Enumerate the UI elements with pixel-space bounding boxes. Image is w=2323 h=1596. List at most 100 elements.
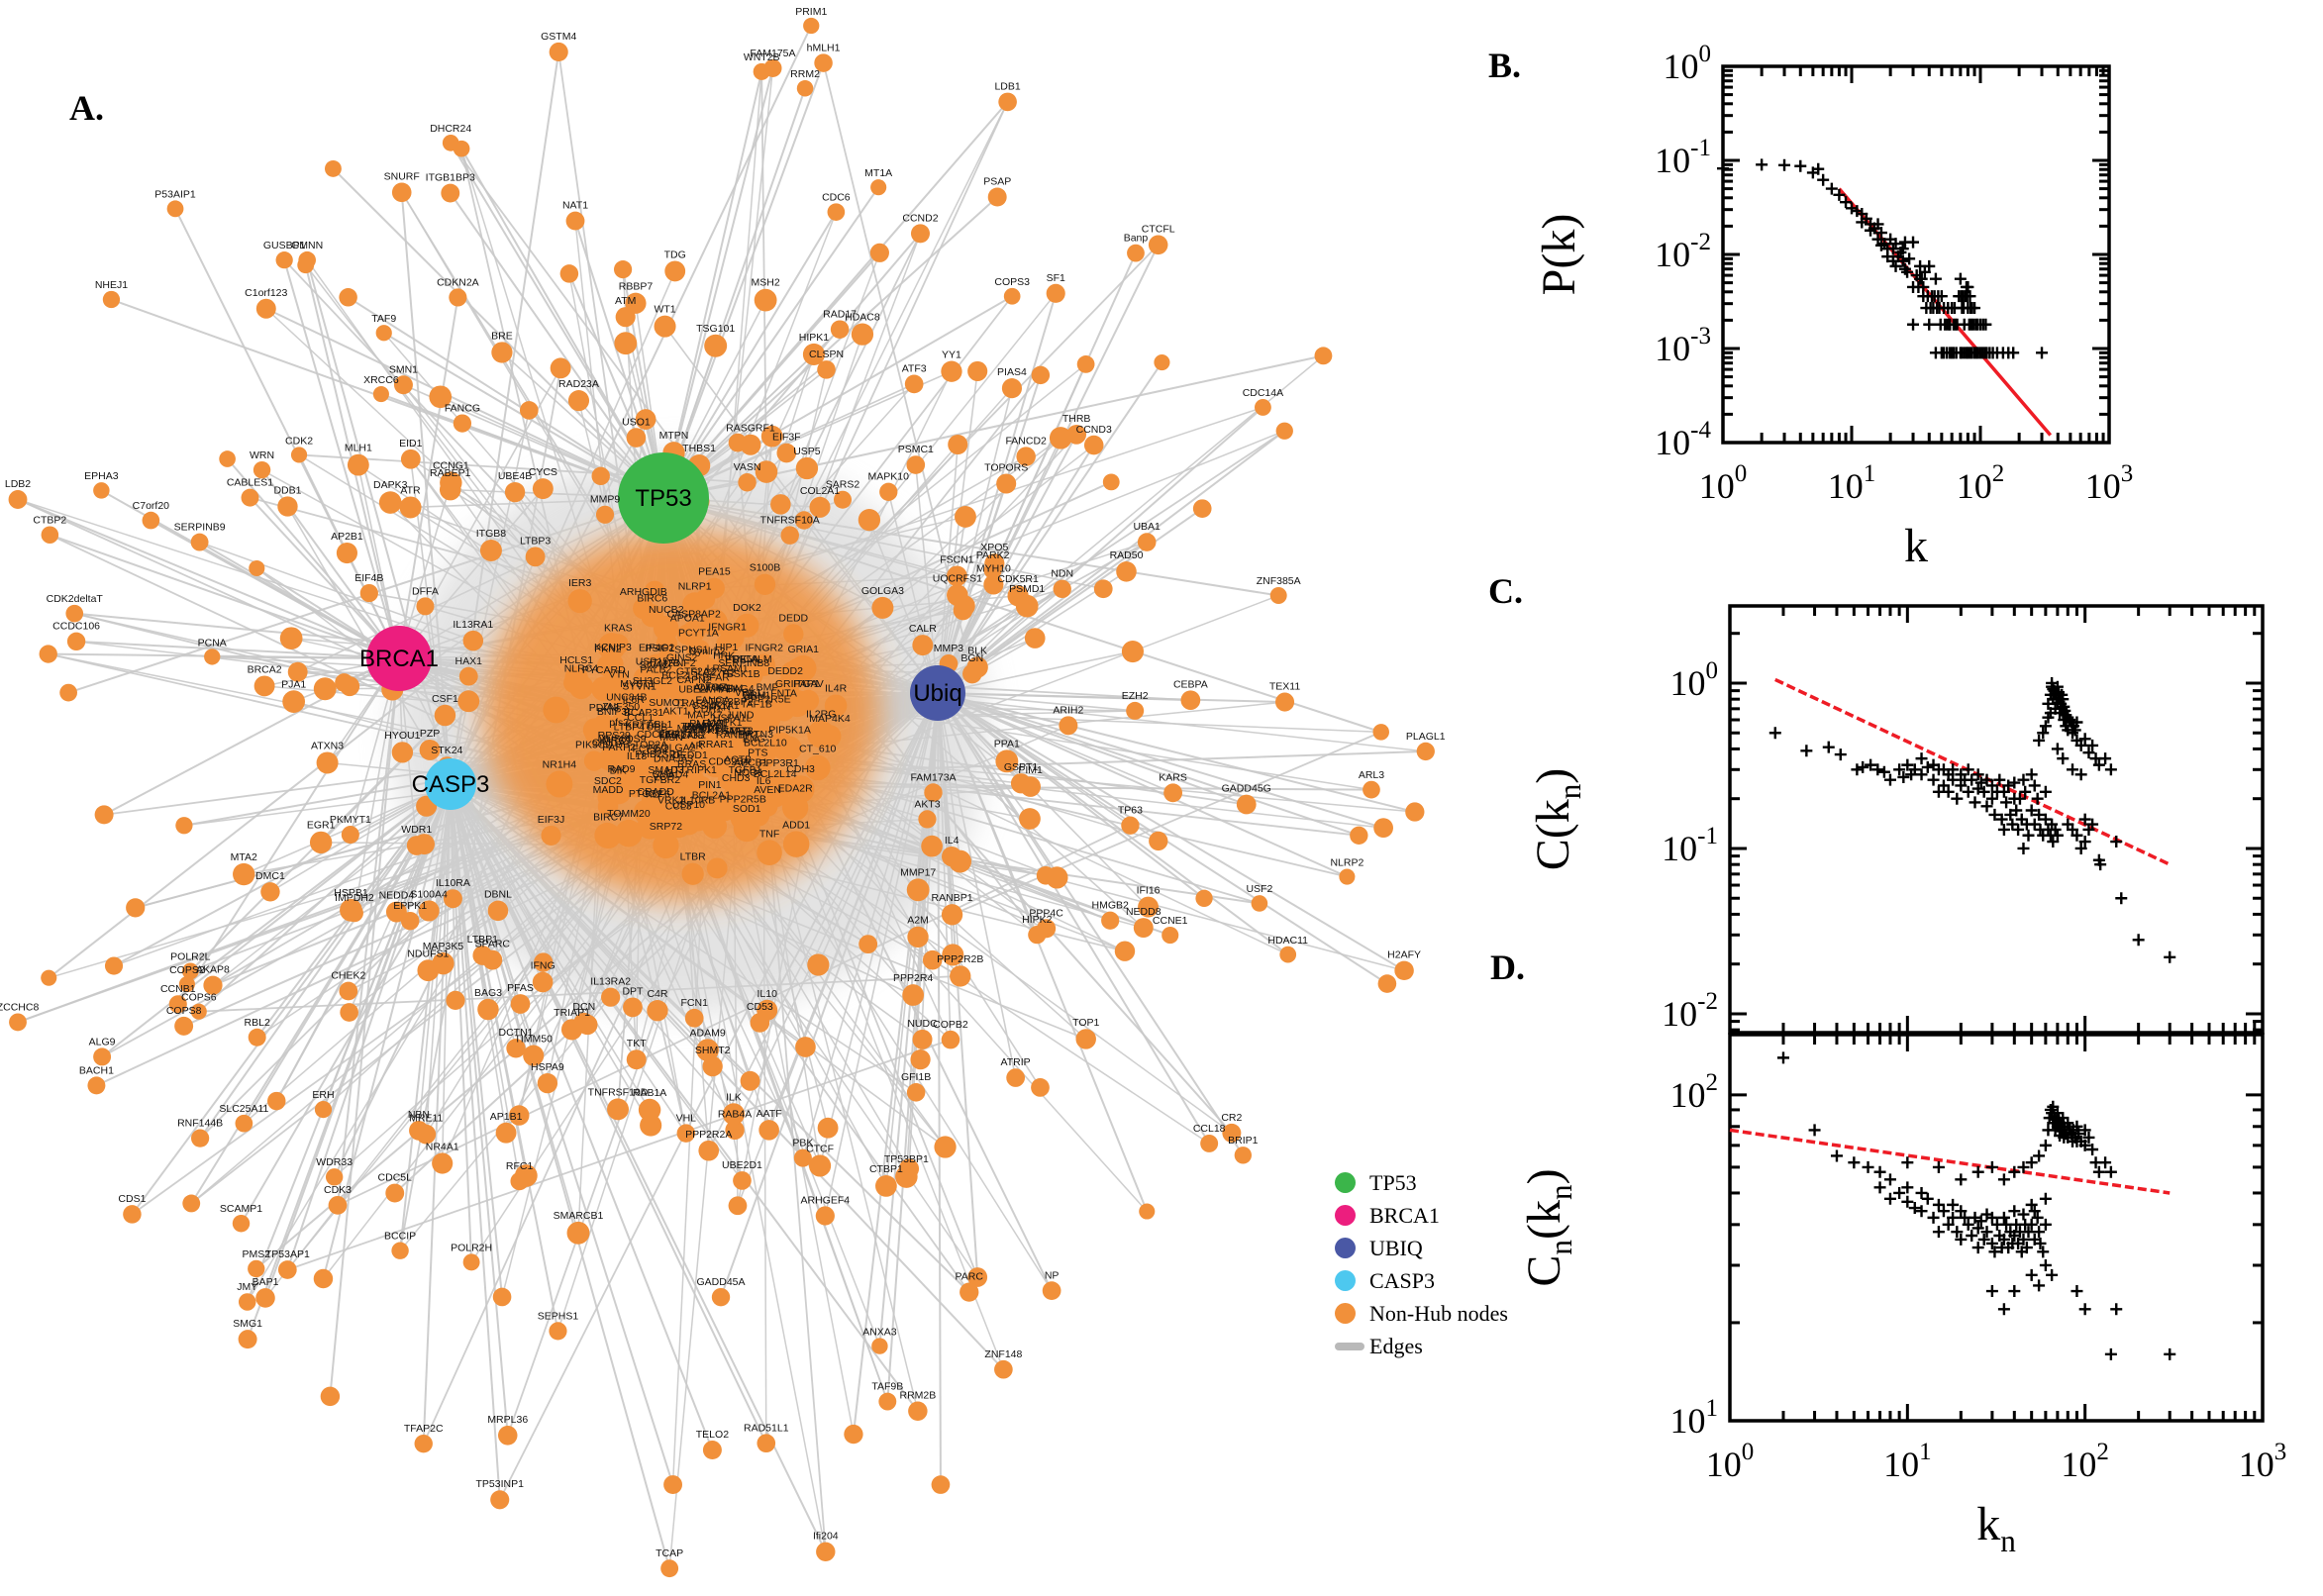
data-point [1966, 1229, 1978, 1242]
network-node [623, 997, 643, 1018]
network-node-label: ESR1 [684, 724, 712, 736]
network-node-label: HCLS1 [559, 654, 593, 666]
network-node-label: CHEK2 [331, 970, 365, 982]
network-node [653, 615, 679, 642]
network-node-label: HSPB1 [334, 887, 368, 899]
network-node [341, 826, 359, 845]
network-node [998, 92, 1017, 112]
network-node [1116, 561, 1137, 582]
network-node-label: CABLES1 [227, 477, 273, 489]
network-node [508, 1105, 530, 1126]
network-node [1405, 802, 1425, 822]
network-node [400, 449, 421, 469]
data-point [2036, 347, 2049, 359]
network-node [609, 775, 634, 800]
network-node [695, 656, 720, 682]
network-node [566, 1221, 590, 1245]
network-node [983, 574, 1004, 595]
network-node [41, 526, 59, 544]
network-node [1163, 783, 1183, 803]
network-node-label: SEPHS1 [538, 1310, 579, 1322]
network-edge [937, 406, 1264, 694]
network-node-label: AKAP8 [196, 964, 230, 976]
tick-label: 10-2 [1662, 988, 1718, 1034]
network-node [563, 672, 584, 693]
network-node-label: TOP2A [634, 740, 667, 751]
hub-label-brca1: BRCA1 [359, 646, 439, 672]
network-node [1053, 579, 1071, 599]
network-node [506, 1039, 526, 1058]
legend-item-casp3: CASP3 [1335, 1264, 1632, 1297]
network-node-label: WDR1 [401, 824, 432, 836]
network-node [622, 705, 646, 730]
legend-label: Non-Hub nodes [1369, 1300, 1508, 1326]
network-node-label: RNF144B [177, 1118, 223, 1130]
network-node-label: RANBP1 [932, 892, 973, 904]
data-point [1883, 1192, 1896, 1205]
network-node [934, 1136, 957, 1158]
network-node-label: CTBP2 [33, 514, 66, 526]
network-node [664, 260, 686, 282]
data-point [1927, 773, 1940, 786]
network-node [260, 882, 280, 902]
network-node-label: CDH3 [786, 763, 815, 775]
network-node-label: DOK2 [733, 602, 761, 614]
network-node [65, 604, 84, 623]
network-node [907, 926, 929, 948]
network-node-label: TOPORS [984, 461, 1028, 473]
network-node [755, 460, 778, 483]
network-node [1036, 865, 1056, 885]
network-node [1339, 868, 1356, 885]
data-point [1893, 1186, 1906, 1199]
network-node [871, 596, 894, 619]
network-node-label: ATRIP [1001, 1056, 1031, 1068]
network-node [1394, 960, 1414, 981]
data-point [2069, 724, 2081, 737]
data-point [2086, 739, 2099, 751]
network-node [567, 588, 592, 614]
network-node-label: DAPK3 [373, 479, 408, 491]
network-node [601, 987, 621, 1007]
data-point [1964, 290, 1976, 303]
network-node-label: EIF3F [772, 432, 801, 444]
network-node [1180, 690, 1201, 711]
network-node-label: PJA1 [281, 678, 306, 690]
network-node-label: PPP2R4 [893, 972, 933, 984]
data-point [1980, 800, 1993, 813]
network-node-label: COPS3 [994, 276, 1030, 288]
network-node [795, 1037, 816, 1057]
network-node [1138, 896, 1160, 918]
network-node-label: TAF1B [741, 698, 772, 710]
network-node-label: ZCCHC8 [0, 1001, 39, 1013]
data-point [2070, 1285, 2083, 1298]
network-node [378, 491, 402, 514]
network-node [996, 473, 1017, 494]
network-node-label: THBS1 [682, 443, 716, 454]
network-node-label: RAD23A [558, 378, 599, 390]
network-node [1042, 1281, 1061, 1301]
network-node-label: IL6R [623, 694, 646, 706]
network-node-label: TNFRSF10A [760, 514, 820, 526]
data-point [1997, 785, 2010, 798]
network-node [313, 677, 337, 701]
network-node-label: EPPK1 [393, 900, 427, 912]
network-node [904, 374, 924, 394]
network-node-label: TSSK1B [720, 668, 759, 680]
network-node-label: MRPL36 [487, 1414, 528, 1426]
data-point [1840, 196, 1853, 209]
legend-color-dot [1335, 1270, 1356, 1291]
data-point [2078, 1124, 2091, 1137]
network-node-label: IL10RB [680, 795, 715, 807]
data-point [2110, 1303, 2123, 1316]
network-edge [113, 783, 452, 967]
network-node [679, 785, 706, 812]
network-node-label: CCNE1 [1153, 915, 1188, 927]
data-point [2033, 1226, 2046, 1239]
data-point [1908, 763, 1921, 776]
network-node-label: AR [688, 740, 703, 751]
data-point [2072, 1128, 2085, 1141]
data-point [1893, 763, 1906, 776]
network-node [1114, 941, 1136, 961]
network-node-label: BCAP31 [624, 707, 663, 719]
